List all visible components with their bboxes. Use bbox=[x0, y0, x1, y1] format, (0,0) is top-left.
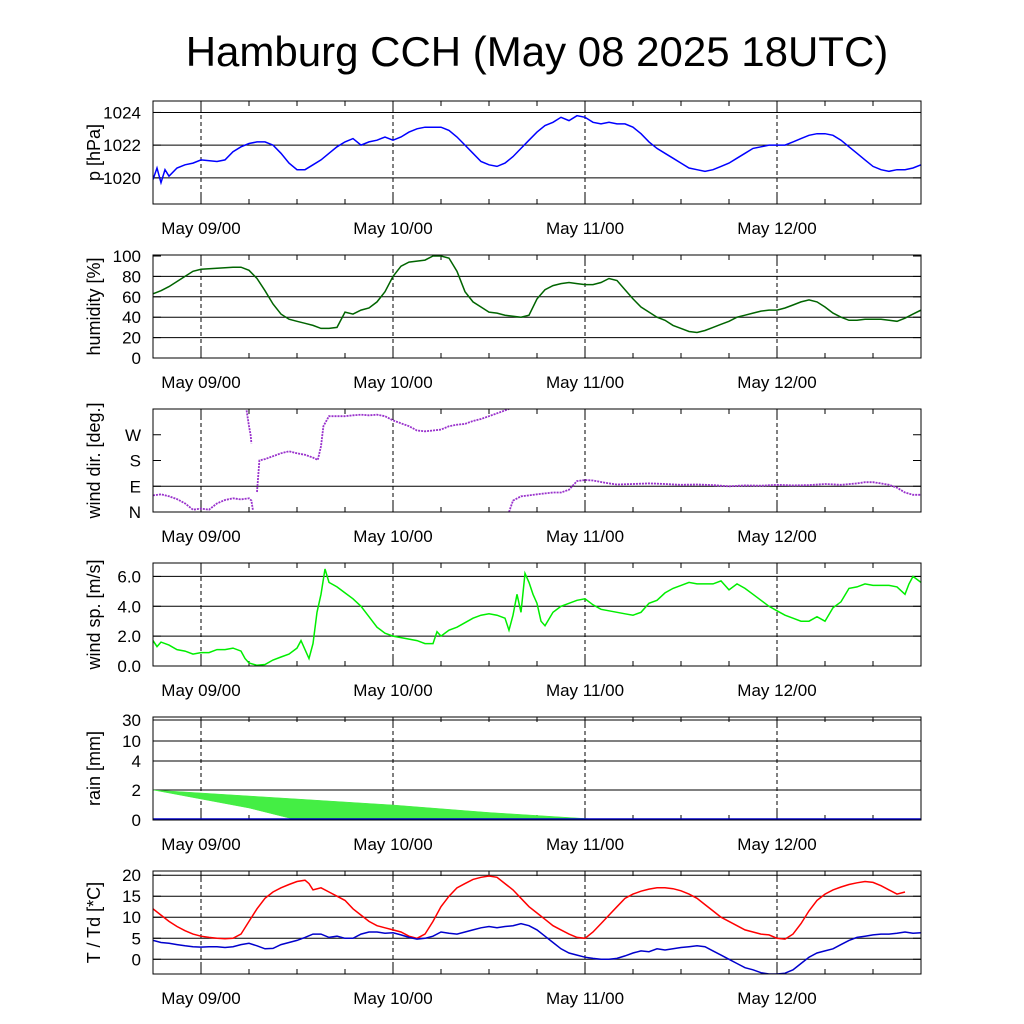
x-tick-label: May 11/00 bbox=[546, 373, 624, 392]
temperature-panel: 0 5 10 15 20 May 09/00 May 10/00 May 11/00 May 1… bbox=[84, 866, 922, 1008]
pressure-series-line bbox=[153, 114, 921, 186]
y-tick-label: 60 bbox=[122, 288, 141, 307]
x-tick-label: May 09/00 bbox=[161, 681, 240, 700]
y-tick-label: 80 bbox=[122, 267, 141, 286]
x-tick-label: May 11/00 bbox=[546, 219, 624, 238]
y-tick-label: 30 bbox=[122, 711, 141, 730]
rain-band bbox=[153, 789, 610, 820]
x-tick-label: May 09/00 bbox=[161, 989, 240, 1008]
y-tick-label: E bbox=[130, 477, 141, 496]
humidity-axis-label: humidity [%] bbox=[84, 257, 104, 355]
panel-frame bbox=[152, 870, 922, 975]
x-tick-label: May 12/00 bbox=[737, 373, 816, 392]
y-tick-label: 4 bbox=[132, 752, 141, 771]
wind_dir-axis-label: wind dir. [deg.] bbox=[84, 402, 104, 519]
y-tick-label: 0 bbox=[132, 811, 141, 830]
y-tick-label: 20 bbox=[122, 866, 141, 885]
panel-data bbox=[153, 568, 921, 666]
y-tick-label: 2.0 bbox=[117, 627, 141, 646]
y-tick-label: 2 bbox=[132, 781, 141, 800]
x-tick-label: May 11/00 bbox=[546, 989, 624, 1008]
x-tick-label: May 09/00 bbox=[161, 373, 240, 392]
humidity-series-line bbox=[153, 255, 921, 334]
y-tick-label: 10 bbox=[122, 732, 141, 751]
wind-speed-panel: 0.0 2.0 4.0 6.0 May 09/00 May 10/00 May 11/00 M… bbox=[84, 559, 922, 700]
x-tick-label: May 10/00 bbox=[353, 835, 432, 854]
temperature-axis-label: T / Td [*C] bbox=[84, 882, 104, 963]
y-tick-label: 20 bbox=[122, 329, 141, 348]
wind-direction-segment bbox=[256, 409, 510, 493]
y-tick-label: W bbox=[125, 426, 141, 445]
temperature-line bbox=[153, 875, 906, 940]
x-tick-label: May 09/00 bbox=[161, 835, 240, 854]
x-tick-label: May 12/00 bbox=[737, 219, 816, 238]
panel-data bbox=[153, 255, 921, 334]
panel-frame bbox=[152, 408, 922, 513]
wind-direction-segment bbox=[153, 493, 254, 511]
y-tick-label: 0 bbox=[132, 950, 141, 969]
wind_speed-series-line bbox=[153, 568, 921, 666]
x-tick-label: May 12/00 bbox=[737, 989, 816, 1008]
x-tick-label: May 12/00 bbox=[737, 681, 816, 700]
pressure-panel: 1020 1022 1024 May 09/00 May 10/00 May 11/00 M… bbox=[84, 100, 922, 238]
wind-direction-segment bbox=[245, 410, 253, 444]
rain-panel: 0 2 410 30 May 09/00 May 10/00 May 11/00 May 12… bbox=[84, 711, 922, 854]
panel-frame bbox=[152, 100, 922, 205]
x-tick-label: May 09/00 bbox=[161, 219, 240, 238]
wind-direction-segment bbox=[508, 479, 921, 512]
y-tick-label: S bbox=[130, 452, 141, 471]
x-tick-label: May 12/00 bbox=[737, 835, 816, 854]
x-tick-label: May 10/00 bbox=[353, 527, 432, 546]
wind_speed-axis-label: wind sp. [m/s] bbox=[84, 559, 104, 670]
y-tick-label: 0.0 bbox=[117, 657, 141, 676]
dewpoint-line bbox=[153, 922, 921, 974]
rain-axis-label: rain [mm] bbox=[84, 731, 104, 806]
panel-frame bbox=[152, 562, 922, 667]
y-tick-label: 10 bbox=[122, 908, 141, 927]
y-tick-label: 1024 bbox=[103, 103, 141, 122]
x-tick-label: May 11/00 bbox=[546, 681, 624, 700]
x-tick-label: May 11/00 bbox=[546, 835, 624, 854]
panel-data bbox=[153, 789, 921, 820]
y-tick-label: 1020 bbox=[103, 169, 141, 188]
x-tick-label: May 09/00 bbox=[161, 527, 240, 546]
x-tick-label: May 10/00 bbox=[353, 989, 432, 1008]
panel-data bbox=[153, 875, 921, 974]
panel-frame bbox=[152, 254, 922, 359]
y-tick-label: 100 bbox=[113, 247, 141, 266]
x-tick-label: May 11/00 bbox=[546, 527, 624, 546]
y-tick-label: 4.0 bbox=[117, 597, 141, 616]
x-tick-label: May 10/00 bbox=[353, 219, 432, 238]
x-tick-label: May 10/00 bbox=[353, 373, 432, 392]
panel-data bbox=[153, 409, 921, 512]
panel-frame bbox=[152, 716, 922, 821]
panel-data bbox=[153, 114, 921, 186]
y-tick-label: 5 bbox=[132, 929, 141, 948]
chart-title: Hamburg CCH (May 08 2025 18UTC) bbox=[186, 28, 889, 75]
y-tick-label: 6.0 bbox=[117, 567, 141, 586]
y-tick-label: 0 bbox=[132, 349, 141, 368]
y-tick-label: 40 bbox=[122, 308, 141, 327]
y-tick-label: 15 bbox=[122, 887, 141, 906]
pressure-axis-label: p [hPa] bbox=[84, 124, 104, 181]
y-tick-label: 1022 bbox=[103, 136, 141, 155]
x-tick-label: May 10/00 bbox=[353, 681, 432, 700]
y-tick-label: N bbox=[129, 503, 141, 522]
x-tick-label: May 12/00 bbox=[737, 527, 816, 546]
